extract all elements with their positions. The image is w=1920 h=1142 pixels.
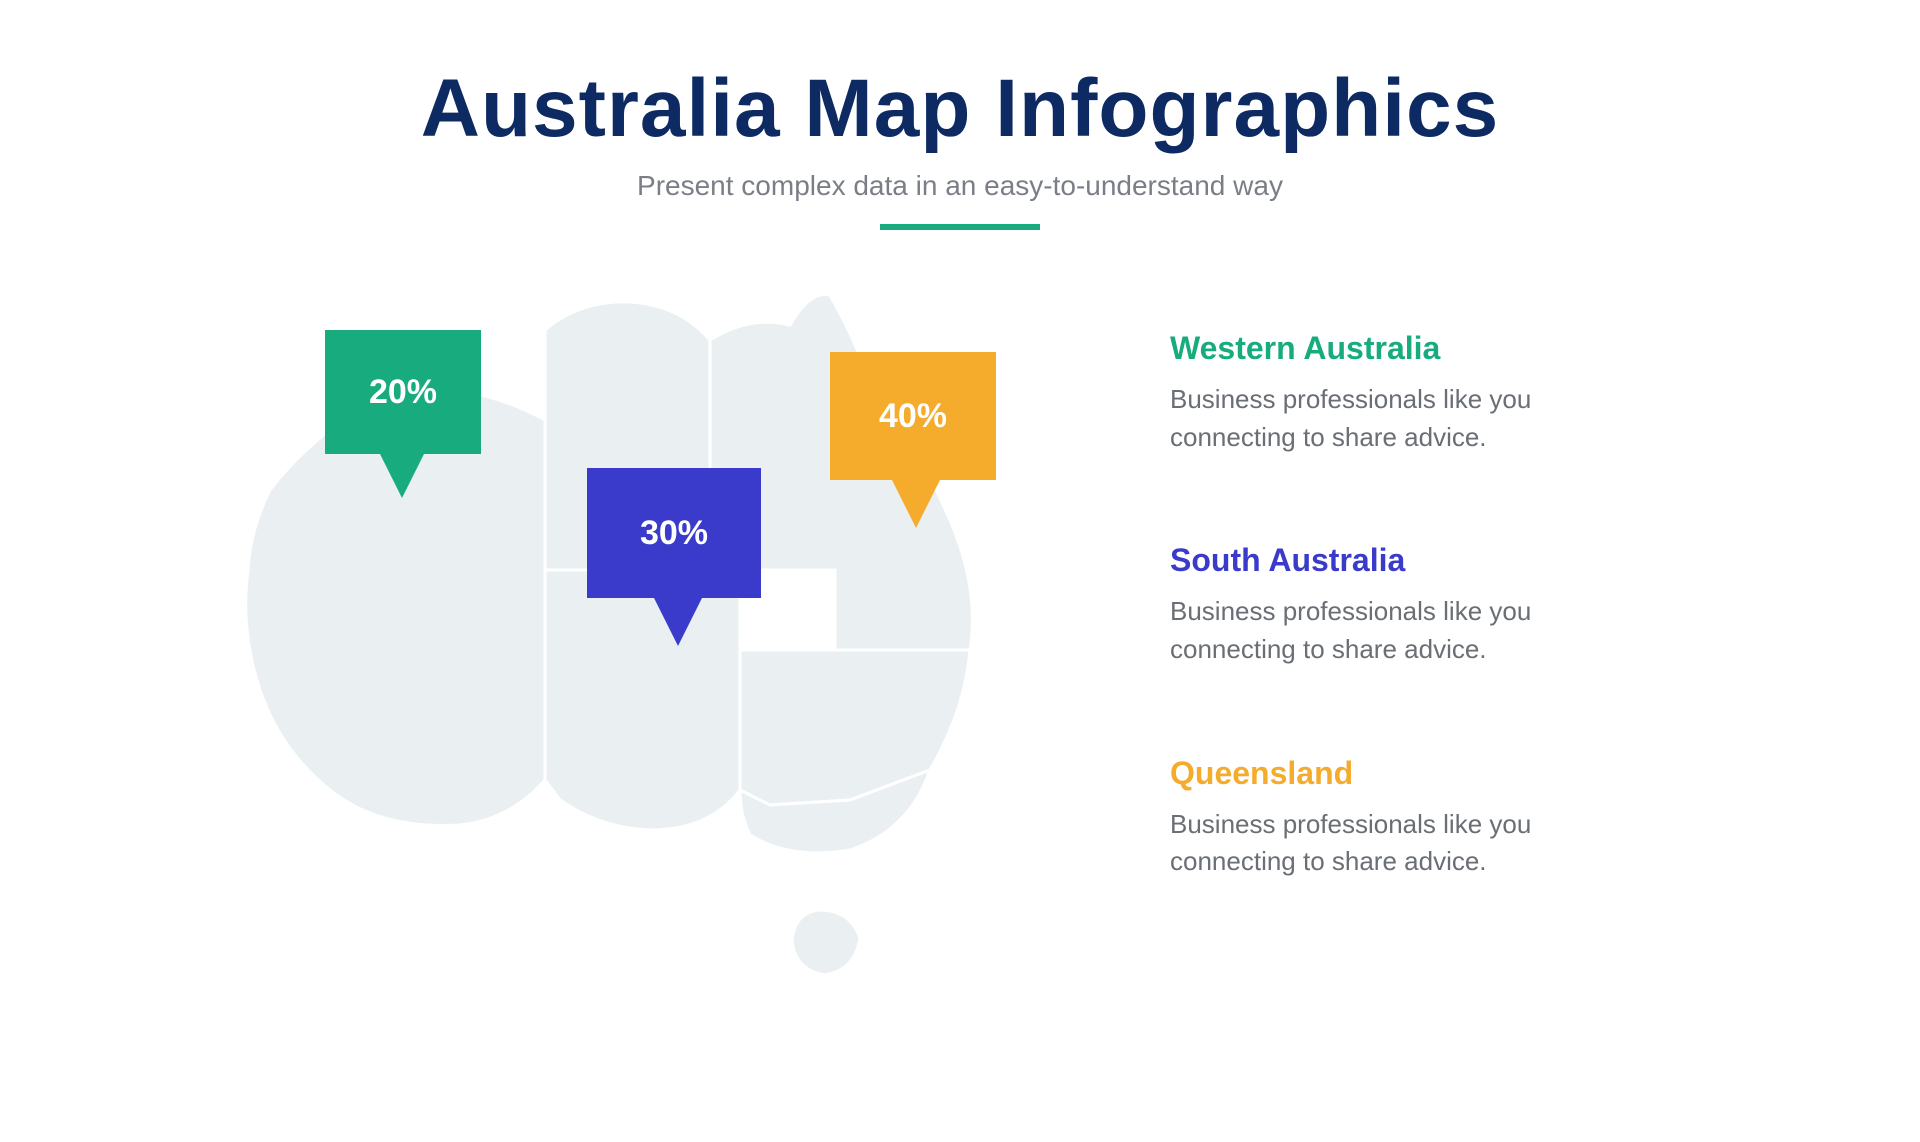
legend-title: Queensland bbox=[1170, 755, 1600, 792]
legend-item-wa: Western Australia Business professionals… bbox=[1170, 330, 1600, 456]
legend-item-sa: South Australia Business professionals l… bbox=[1170, 542, 1600, 668]
callout-tail-sa bbox=[654, 598, 702, 646]
legend-item-qld: Queensland Business professionals like y… bbox=[1170, 755, 1600, 881]
legend-title: South Australia bbox=[1170, 542, 1600, 579]
callout-tail-qld bbox=[892, 480, 940, 528]
legend-desc: Business professionals like you connecti… bbox=[1170, 593, 1600, 668]
callout-sa: 30% bbox=[587, 468, 761, 598]
region-nsw bbox=[740, 650, 970, 805]
legend-desc: Business professionals like you connecti… bbox=[1170, 381, 1600, 456]
callout-tail-wa bbox=[380, 454, 424, 498]
callout-wa: 20% bbox=[325, 330, 481, 454]
callout-qld: 40% bbox=[830, 352, 996, 480]
legend-title: Western Australia bbox=[1170, 330, 1600, 367]
title-underline bbox=[880, 224, 1040, 230]
region-sa bbox=[545, 570, 740, 830]
legend: Western Australia Business professionals… bbox=[1170, 330, 1600, 967]
page-title: Australia Map Infographics bbox=[0, 62, 1920, 156]
infographic-body: 20% 30% 40% Western Australia Business pro… bbox=[0, 270, 1920, 1030]
region-tas bbox=[792, 910, 860, 975]
legend-desc: Business professionals like you connecti… bbox=[1170, 806, 1600, 881]
page-subtitle: Present complex data in an easy-to-under… bbox=[0, 170, 1920, 202]
